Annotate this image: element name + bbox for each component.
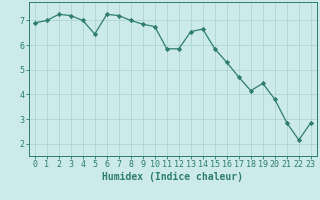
X-axis label: Humidex (Indice chaleur): Humidex (Indice chaleur) bbox=[102, 172, 243, 182]
